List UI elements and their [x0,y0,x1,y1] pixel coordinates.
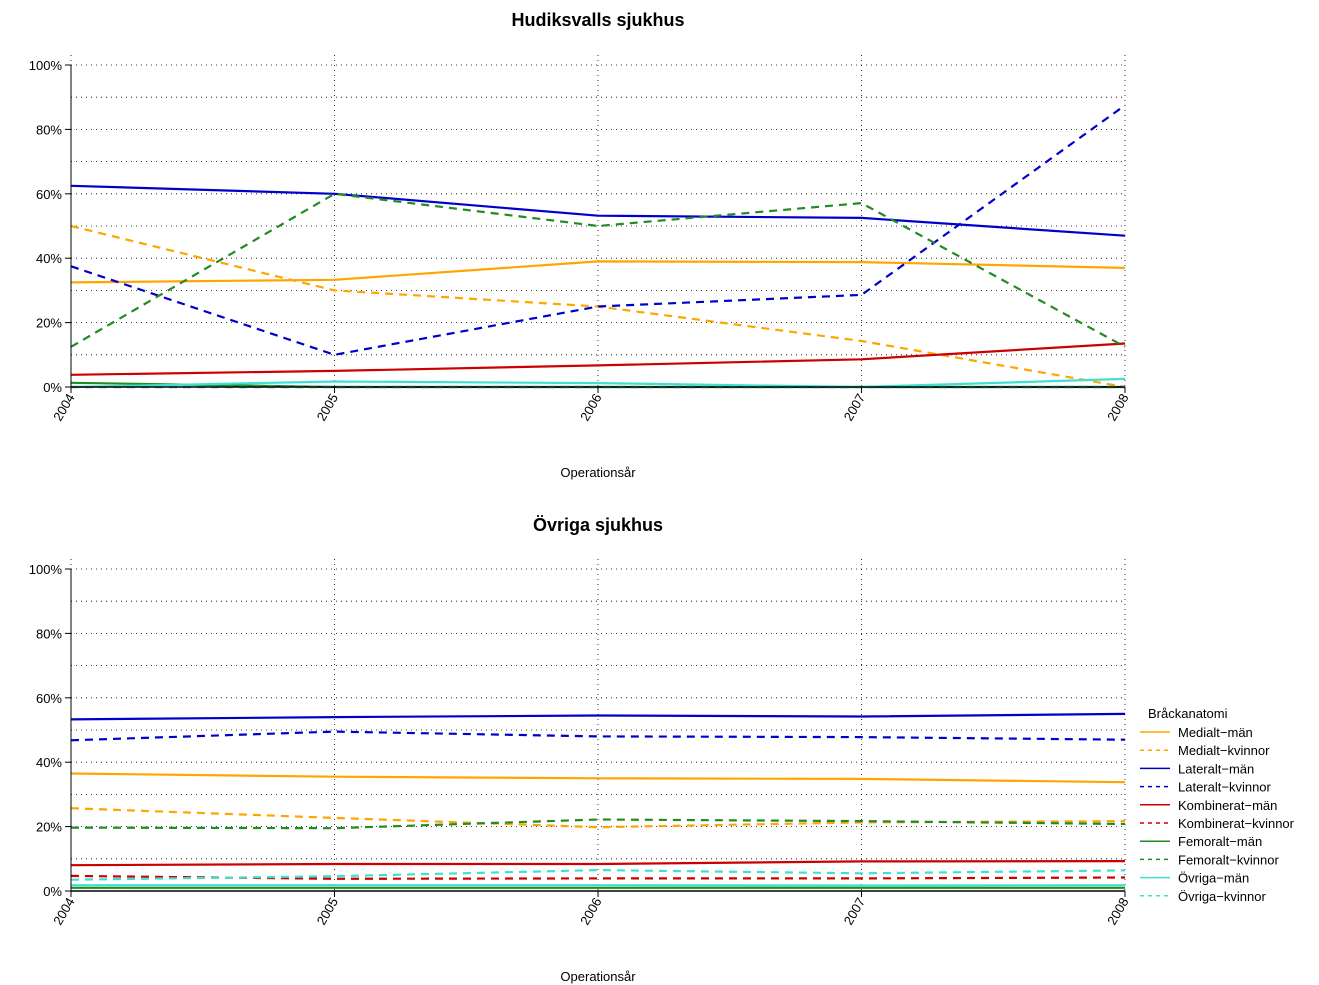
series-line [70,104,1126,356]
legend-entry: Kombinerat−kvinnor [1178,816,1295,831]
chart-panel-hudiksvall: Hudiksvalls sjukhus 0%20%40%60%80%100%20… [29,10,1132,480]
series-line [70,184,1126,237]
y-tick-label: 80% [36,122,62,137]
series-line [70,224,1126,389]
series-line [70,859,1126,867]
series-line [70,192,1126,348]
legend-title: Bråckanatomi [1148,706,1228,721]
legend-entry: Kombinerat−män [1178,798,1277,813]
y-tick-label: 0% [43,380,62,395]
series-line [70,730,1126,742]
legend-entry: Femoralt−kvinnor [1178,852,1279,867]
series-lines [70,712,1126,889]
legend: Bråckanatomi Medialt−män Medialt−kvinnor L… [1140,706,1295,904]
legend-entry: Lateralt−kvinnor [1178,780,1272,795]
y-tick-label: 100% [29,58,63,73]
chart-title: Övriga sjukhus [533,515,663,535]
y-tick-label: 60% [36,187,62,202]
legend-entry: Medialt−kvinnor [1178,743,1270,758]
y-tick-label: 60% [36,691,62,706]
legend-items: Medialt−män Medialt−kvinnor Lateralt−män La… [1140,725,1295,904]
legend-entry: Övriga−kvinnor [1178,889,1266,904]
legend-entry: Övriga−män [1178,871,1249,886]
series-line [70,818,1126,830]
y-tick-label: 100% [29,562,63,577]
series-line [70,342,1126,376]
y-tick-label: 40% [36,251,62,266]
legend-entry: Lateralt−män [1178,761,1254,776]
series-line [70,868,1126,881]
legend-entry: Femoralt−män [1178,834,1262,849]
series-line [70,260,1126,284]
y-tick-label: 40% [36,755,62,770]
x-axis-label: Operationsår [560,465,636,480]
axes: 0%20%40%60%80%100%2004 2005 2006 2007 2008 [29,58,1132,424]
x-axis-label: Operationsår [560,969,636,984]
y-tick-label: 20% [36,820,62,835]
y-tick-label: 80% [36,626,62,641]
y-tick-label: 0% [43,884,62,899]
series-line [70,377,1126,389]
series-line [70,772,1126,784]
series-line [70,712,1126,721]
chart-title: Hudiksvalls sjukhus [511,10,684,30]
series-line [70,807,1126,829]
legend-entry: Medialt−män [1178,725,1253,740]
y-tick-label: 20% [36,316,62,331]
